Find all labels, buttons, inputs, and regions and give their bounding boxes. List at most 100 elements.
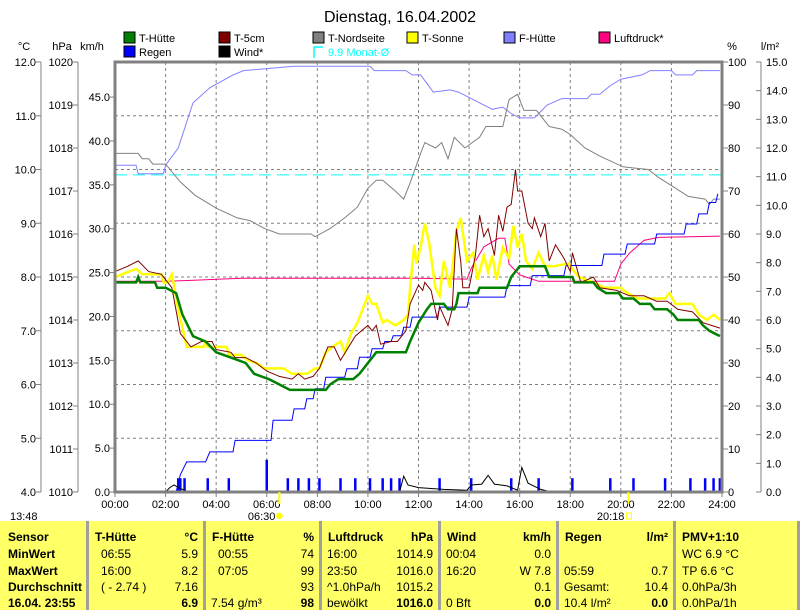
rain-tick-label: 5.0: [766, 344, 781, 356]
row-detail: ( - 2.74 ): [101, 580, 147, 594]
legend-label: T-Sonne: [422, 33, 464, 45]
sensor-row-label: MinWert: [8, 547, 56, 561]
hpa-tick-label: 1010: [49, 487, 73, 499]
hpa-tick-label: 1018: [49, 143, 73, 155]
row-detail: 05:59: [564, 564, 595, 578]
legend-swatch: [312, 31, 325, 44]
rain-tick-label: 12.0: [766, 143, 787, 155]
hpa-tick-label: 1014: [49, 315, 73, 327]
x-tick-label: 22:00: [658, 499, 686, 511]
time-label: 13:48: [10, 511, 38, 521]
rain-tick-label: 11.0: [766, 172, 787, 184]
celsius-unit: °C: [18, 41, 30, 53]
row-detail: ^1.0hPa/h: [327, 580, 381, 594]
legend-swatch: [218, 31, 231, 44]
kmh-tick-label: 35.0: [89, 180, 110, 192]
x-axis: 00:00 02:00 04:00 06:00 08:00 10:00 12:00 14:00…: [101, 492, 736, 521]
kmh-unit: km/h: [80, 41, 104, 53]
row-detail: 10.4 l/m²: [564, 596, 611, 610]
pmv-row: WC 6.9 °C: [682, 547, 739, 561]
column-header: Luftdruck: [328, 530, 384, 544]
series-t-h-tte: [115, 265, 721, 392]
column-unit: km/h: [522, 530, 551, 544]
celsius-tick-label: 4.0: [21, 487, 36, 499]
column-unit: %: [303, 530, 314, 544]
hpa-tick-label: 1015: [49, 272, 73, 284]
row-value: 74: [300, 547, 314, 561]
row-value: 0.0: [534, 547, 551, 561]
pmv-header: PMV+1:10: [682, 530, 740, 544]
percent-unit: %: [727, 41, 737, 53]
stats-column-regen: Regen l/m² 05:59 0.7 Gesamt: 10.4 10.4 l/m² 0.0: [559, 521, 676, 610]
sunrise-time: 06:30: [248, 511, 276, 521]
legend-swatch: [406, 31, 419, 44]
pmv-row: 0.0hPa/3h: [682, 580, 737, 594]
row-detail: 06:55: [101, 547, 132, 561]
grid: [115, 62, 722, 492]
column-unit: °C: [184, 530, 198, 544]
kmh-tick-label: 20.0: [89, 311, 110, 323]
rain-tick-label: 8.0: [766, 258, 781, 270]
legend: T-Hütte T-5cm T-Nordseite T-Sonne F-Hütte Luf…: [123, 31, 664, 59]
row-value: 99: [300, 564, 314, 578]
rain-tick-label: 0.0: [766, 487, 781, 499]
row-detail: 16:00: [327, 547, 358, 561]
hpa-tick-label: 1020: [49, 57, 73, 69]
x-tick-label: 10:00: [354, 499, 382, 511]
x-tick-label: 06:00: [253, 499, 281, 511]
x-tick-label: 18:00: [556, 499, 584, 511]
legend-swatch: [218, 45, 231, 58]
percent-tick-label: 60: [728, 229, 740, 241]
sensor-row-label: 16.04. 23:55: [8, 596, 76, 610]
percent-tick-label: 20: [728, 401, 740, 413]
row-value: 1016.0: [396, 596, 433, 610]
rain-tick-label: 14.0: [766, 86, 787, 98]
legend-label: Regen: [139, 47, 171, 59]
row-value: 5.9: [181, 547, 198, 561]
legend-label: T-Nordseite: [328, 33, 385, 45]
row-value: 1015.2: [396, 580, 433, 594]
percent-tick-label: 90: [728, 100, 740, 112]
stats-column-luftdruck: Luftdruck hPa 16:00 1014.9 23:50 1016.0 ^1.0hP…: [322, 521, 441, 610]
series-f-h-tte: [115, 65, 720, 175]
sensor-row-label: Durchschnitt: [8, 580, 83, 594]
legend-label: Luftdruck*: [614, 33, 664, 45]
x-tick-label: 04:00: [202, 499, 230, 511]
stats-column-pmv: PMV+1:10 WC 6.9 °C TP 6.6 °C 0.0hPa/3h 0.0hP…: [676, 521, 800, 610]
sensor-header: Sensor: [8, 530, 49, 544]
sensor-column: Sensor MinWert MaxWert Durchschnitt 16.04. 2…: [0, 521, 89, 610]
rain-tick-label: 6.0: [766, 315, 781, 327]
percent-tick-label: 70: [728, 186, 740, 198]
kmh-tick-label: 45.0: [89, 92, 110, 104]
hpa-tick-label: 1012: [49, 401, 73, 413]
x-tick-label: 16:00: [506, 499, 534, 511]
row-value: 1016.0: [396, 564, 433, 578]
column-unit: hPa: [410, 530, 433, 544]
x-tick-label: 24:00: [708, 499, 736, 511]
sensor-row-label: MaxWert: [8, 564, 58, 578]
percent-tick-label: 50: [728, 272, 740, 284]
legend-swatch: [598, 31, 611, 44]
series-lines: [114, 65, 722, 493]
pmv-row: TP 6.6 °C: [682, 564, 734, 578]
row-value: 0.1: [534, 580, 551, 594]
x-tick-label: 00:00: [101, 499, 129, 511]
legend-swatch: [123, 45, 136, 58]
kmh-tick-label: 10.0: [89, 399, 110, 411]
stats-column-wind: Wind km/h 00:04 0.0 16:20 W 7.8 0.1 0 Bft 0.0: [441, 521, 559, 610]
pmv-row: 0.0hPa/1h: [682, 596, 737, 610]
rain-tick-label: 15.0: [766, 57, 787, 69]
rain-unit: l/m²: [761, 41, 780, 53]
moon-icon: [625, 512, 632, 520]
series-t-nordseite: [115, 93, 720, 238]
rain-tick-label: 13.0: [766, 114, 787, 126]
percent-tick-label: 40: [728, 315, 740, 327]
row-value: 1014.9: [396, 547, 433, 561]
rain-tick-label: 10.0: [766, 200, 787, 212]
row-value: 7.16: [174, 580, 198, 594]
sunset-time: 20:18: [597, 511, 625, 521]
kmh-tick-label: 40.0: [89, 136, 110, 148]
series-luftdruck: [115, 235, 720, 282]
rain-tick-label: 2.0: [766, 430, 781, 442]
sun-icon: [275, 512, 283, 520]
